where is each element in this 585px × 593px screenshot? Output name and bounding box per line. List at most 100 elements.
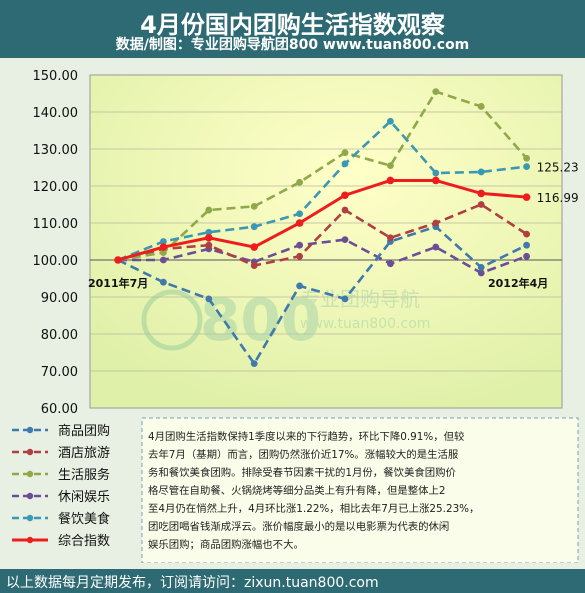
series-line bbox=[117, 225, 528, 367]
data-point bbox=[296, 241, 303, 249]
data-point bbox=[250, 243, 258, 251]
data-point bbox=[477, 201, 485, 208]
data-point bbox=[114, 256, 122, 264]
data-point bbox=[522, 193, 531, 201]
header-bar: 4月份国内团购生活指数观察 数据/制图：专业团购导航团800 www.tuan8… bbox=[0, 0, 585, 58]
series-line bbox=[117, 119, 527, 262]
data-point bbox=[295, 219, 304, 227]
data-point bbox=[160, 278, 167, 286]
data-point bbox=[296, 178, 303, 186]
end-value-label: 125.23 bbox=[537, 161, 579, 175]
data-point bbox=[341, 191, 349, 200]
y-tick-label: 140.00 bbox=[33, 106, 79, 121]
series-综合指数 bbox=[114, 176, 531, 264]
note-box: 4月团购生活指数保持1季度以来的下行趋势，环比下降0.91%，但较 去年7月（基… bbox=[141, 417, 579, 563]
legend-marker bbox=[26, 514, 34, 522]
data-point bbox=[160, 256, 167, 264]
note-line-4: 格尽管在自助餐、火锅烧烤等细分品类上有升有降，但是整体上2 bbox=[148, 484, 446, 497]
data-point bbox=[477, 264, 485, 271]
data-point bbox=[296, 282, 303, 290]
legend-label: 商品团购 bbox=[58, 423, 110, 439]
data-point bbox=[432, 169, 440, 177]
watermark-url-text: www.tuan800.com bbox=[300, 316, 430, 332]
series-line bbox=[117, 178, 527, 262]
data-point bbox=[296, 210, 303, 218]
data-point bbox=[432, 176, 440, 185]
y-tick-label: 90.00 bbox=[41, 291, 78, 306]
legend-marker bbox=[26, 536, 34, 544]
data-point bbox=[250, 202, 258, 210]
note-line-6: 团吃团喝省钱渐成浮云。涨价幅度最小的是以电影票为代表的休闲 bbox=[148, 520, 449, 533]
legend-item: 休闲娱乐 bbox=[12, 490, 110, 505]
footer-text: 以上数据每月定期发布，订阅请访问：zixun.tuan800.com bbox=[6, 575, 379, 591]
legend-item: 综合指数 bbox=[12, 534, 110, 549]
note-line-5: 至4月仍在悄然上升，4月环比涨1.22%，相比去年7月已上涨25.23%， bbox=[148, 502, 479, 515]
note-line-1: 4月团购生活指数保持1季度以来的下行趋势，环比下降0.91%，但较 bbox=[148, 430, 465, 443]
legend-marker bbox=[26, 426, 34, 434]
legend-marker bbox=[26, 470, 34, 478]
data-point bbox=[432, 88, 440, 96]
y-tick-label: 150.00 bbox=[33, 69, 79, 84]
y-axis: 150.00 140.00 130.00 120.00 110.00 100.00 90.0… bbox=[33, 69, 79, 417]
series-line bbox=[117, 203, 528, 267]
series-line bbox=[118, 238, 528, 275]
data-point bbox=[205, 241, 213, 249]
data-point bbox=[477, 189, 486, 198]
legend-label: 生活服务 bbox=[58, 467, 110, 483]
data-point bbox=[387, 162, 394, 170]
data-point bbox=[296, 252, 303, 260]
data-point bbox=[160, 249, 167, 256]
x-start-label: 2011年7月 bbox=[88, 276, 148, 290]
data-point bbox=[387, 117, 394, 125]
watermark-logo-icon bbox=[141, 289, 203, 351]
series-lines bbox=[114, 88, 531, 367]
note-line-7: 娱乐团购；商品团购涨幅也不大。 bbox=[148, 538, 304, 551]
data-point bbox=[205, 228, 213, 236]
legend-marker bbox=[26, 492, 34, 500]
data-point bbox=[387, 260, 394, 268]
data-point bbox=[205, 234, 213, 242]
legend-label: 休闲娱乐 bbox=[58, 490, 110, 505]
data-point bbox=[159, 243, 168, 251]
legend-item: 生活服务 bbox=[12, 467, 110, 483]
legend-label: 酒店旅游 bbox=[58, 446, 110, 461]
note-line-2: 去年7月（基期）而言，团购仍然涨价近17%。涨幅较大的是生活服 bbox=[148, 448, 459, 461]
data-point bbox=[523, 230, 530, 238]
legend-item: 商品团购 bbox=[12, 423, 110, 439]
data-point bbox=[523, 252, 530, 260]
watermark-logo-text: 800 bbox=[200, 286, 321, 354]
legend-item: 餐饮美食 bbox=[12, 511, 110, 527]
data-point bbox=[250, 360, 258, 367]
legend-label: 综合指数 bbox=[58, 534, 110, 549]
y-tick-label: 110.00 bbox=[33, 217, 79, 232]
legend-label: 餐饮美食 bbox=[58, 511, 110, 527]
data-point bbox=[160, 238, 167, 245]
chart-title: 4月份国内团购生活指数观察 bbox=[140, 11, 445, 39]
y-tick-label: 70.00 bbox=[41, 365, 78, 380]
y-tick-label: 120.00 bbox=[33, 180, 79, 195]
data-point bbox=[523, 154, 530, 162]
series-商品团购 bbox=[114, 223, 530, 367]
data-point bbox=[387, 234, 394, 242]
series-line bbox=[117, 90, 528, 262]
end-value-label: 116.99 bbox=[537, 191, 579, 205]
data-point bbox=[477, 168, 485, 176]
end-labels: 125.23 116.99 bbox=[537, 161, 579, 205]
data-point bbox=[341, 206, 349, 214]
y-tick-label: 100.00 bbox=[33, 254, 79, 269]
data-point bbox=[477, 269, 485, 277]
data-point bbox=[523, 241, 530, 249]
data-point bbox=[523, 163, 530, 171]
data-point bbox=[250, 262, 258, 269]
watermark: 800 专业团购导航 www.tuan800.com bbox=[141, 286, 430, 354]
x-end-label: 2012年4月 bbox=[488, 276, 548, 290]
footer-bar: 以上数据每月定期发布，订阅请访问：zixun.tuan800.com bbox=[0, 569, 585, 593]
data-point bbox=[477, 103, 485, 110]
data-point bbox=[205, 206, 213, 214]
y-tick-label: 80.00 bbox=[41, 328, 78, 343]
note-line-3: 务和餐饮美食团购。排除受春节因素干扰的1月份，餐饮美食团购价 bbox=[148, 466, 457, 479]
data-point bbox=[205, 295, 213, 303]
data-point bbox=[432, 243, 440, 251]
